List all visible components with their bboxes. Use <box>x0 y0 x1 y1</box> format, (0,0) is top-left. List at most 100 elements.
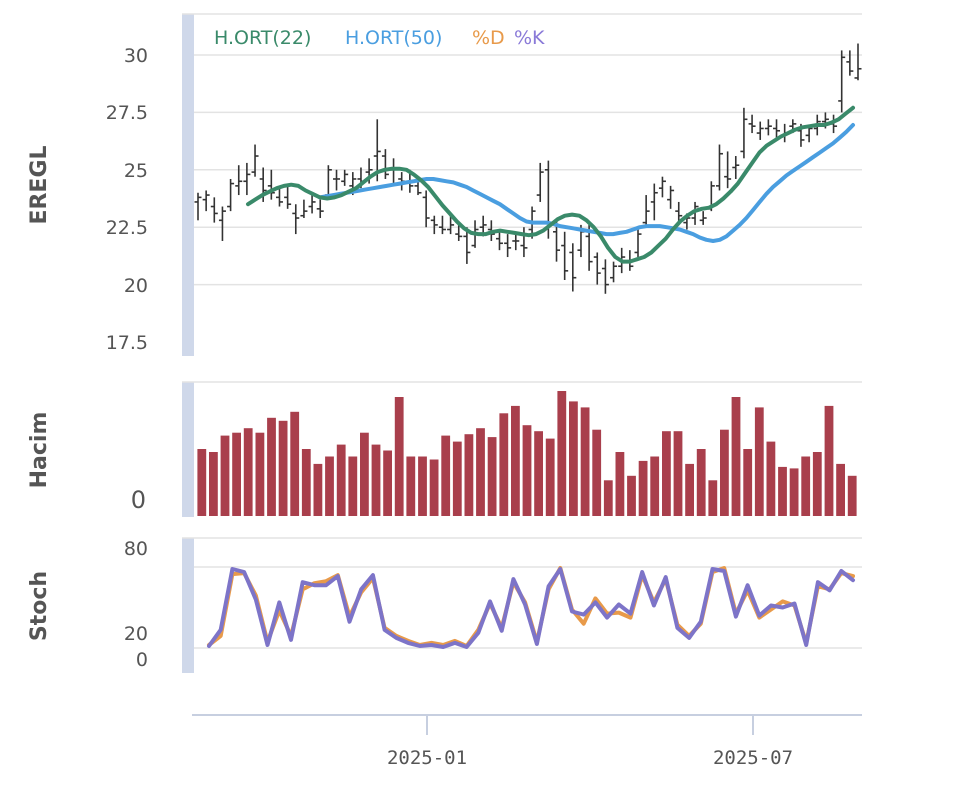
volume-bar <box>290 411 300 516</box>
ohlc-bar <box>724 151 732 189</box>
ma50-line <box>318 123 855 243</box>
ohlc-bar <box>227 178 235 212</box>
volume-ytick-0: 0 <box>131 486 146 514</box>
price-ylabel: EREGL <box>27 145 52 224</box>
ohlc-bar <box>715 144 723 191</box>
ohlc-bar <box>308 192 316 214</box>
ohlc-bar <box>267 169 275 200</box>
volume-bar <box>627 475 636 516</box>
volume-bar <box>662 431 671 516</box>
ohlc-bar <box>447 215 455 235</box>
ohlc-bar <box>341 169 349 186</box>
ma22-line <box>246 105 855 264</box>
volume-bar <box>278 420 288 516</box>
stoch-yticks: 80 20 0 <box>124 538 148 671</box>
volume-bar <box>197 449 207 516</box>
stoch-axis-band <box>182 538 194 673</box>
price-axis-band <box>182 14 194 356</box>
volume-axis-band <box>182 382 194 517</box>
ohlc-bar <box>463 227 471 264</box>
x-tick-2025-01: 2025-01 <box>387 747 467 769</box>
legend-ma22[interactable]: H.ORT(22) <box>214 27 311 49</box>
ohlc-bar <box>251 144 259 177</box>
ohlc-bar <box>561 231 569 281</box>
ohlc-bar <box>642 195 650 228</box>
price-ytick-27-5: 27.5 <box>106 102 148 124</box>
volume-bar <box>452 441 462 516</box>
volume-bar <box>383 450 392 516</box>
ohlc-bar <box>438 215 446 235</box>
ohlc-bar <box>667 185 675 209</box>
volume-bar <box>743 449 753 516</box>
ohlc-bar <box>699 211 707 225</box>
ohlc-bar <box>536 162 544 202</box>
volume-bar <box>371 444 381 516</box>
volume-bar <box>325 456 334 516</box>
volume-bars <box>197 391 857 516</box>
volume-bar <box>476 428 485 516</box>
volume-bar <box>696 449 706 516</box>
stoch-gridlines <box>194 566 862 649</box>
legend: H.ORT(22) H.ORT(50) %D %K <box>214 27 545 49</box>
volume-bar <box>650 456 660 516</box>
volume-bar <box>638 460 648 516</box>
ohlc-bar <box>854 43 862 81</box>
ohlc-bar <box>553 220 561 262</box>
volume-bar <box>673 431 683 516</box>
volume-bar <box>301 449 311 516</box>
volume-bar <box>336 444 346 516</box>
volume-bar <box>789 468 799 516</box>
volume-bar <box>360 432 369 516</box>
price-yticks: 30 27.5 25 22.5 20 17.5 <box>106 45 148 354</box>
volume-bar <box>545 438 555 516</box>
price-ytick-25: 25 <box>124 160 148 182</box>
ohlc-bar <box>202 190 210 212</box>
price-ytick-17-5: 17.5 <box>106 332 148 354</box>
ohlc-bar <box>650 183 658 221</box>
volume-bar <box>267 417 276 516</box>
ohlc-bar <box>194 192 202 221</box>
ohlc-bar <box>300 199 308 219</box>
volume-bar <box>255 432 265 516</box>
legend-stoch-d[interactable]: %D <box>472 27 505 49</box>
stoch-ytick-0: 0 <box>136 649 148 671</box>
ohlc-bar <box>235 165 243 196</box>
volume-bar <box>232 432 241 516</box>
ohlc-bar <box>732 156 740 179</box>
volume-bar <box>766 441 776 516</box>
ohlc-bar <box>593 252 601 285</box>
volume-bar <box>580 407 590 516</box>
volume-bar <box>406 456 416 516</box>
volume-bar <box>394 397 404 516</box>
volume-bar <box>685 463 694 516</box>
volume-bar <box>708 480 718 516</box>
volume-ylabel: Hacim <box>27 412 52 489</box>
volume-bar <box>836 463 845 516</box>
ohlc-bar <box>601 259 609 294</box>
ohlc-bar <box>756 121 764 140</box>
price-ytick-22-5: 22.5 <box>106 217 148 239</box>
ohlc-bar <box>422 190 430 228</box>
ohlc-bar <box>764 119 772 136</box>
ohlc-bar <box>430 215 438 235</box>
volume-bar <box>615 452 625 516</box>
ohlc-bar <box>333 169 341 191</box>
volume-bar <box>313 463 323 516</box>
ohlc-bar <box>292 204 300 235</box>
volume-bar <box>812 452 822 516</box>
volume-bar <box>499 413 509 516</box>
legend-stoch-k[interactable]: %K <box>514 27 545 49</box>
volume-bar <box>592 429 602 516</box>
ohlc-bar <box>610 261 618 283</box>
volume-bar <box>243 428 253 516</box>
volume-bar <box>847 475 857 516</box>
legend-ma50[interactable]: H.ORT(50) <box>345 27 442 49</box>
ohlc-bar <box>390 158 398 186</box>
volume-bar <box>209 452 218 516</box>
ohlc-bar <box>658 176 666 198</box>
volume-bar <box>464 434 474 516</box>
stoch-ytick-20: 20 <box>124 623 148 645</box>
ohlc-bar <box>504 234 512 258</box>
ohlc-bar <box>218 206 226 241</box>
